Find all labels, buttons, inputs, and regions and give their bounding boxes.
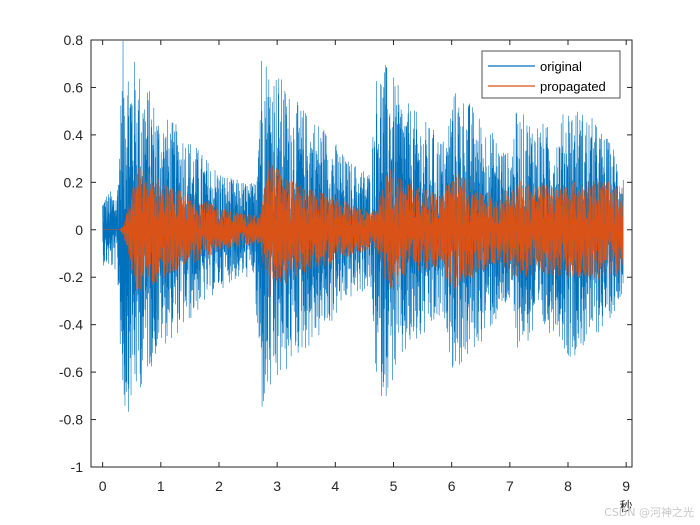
x-tick-label: 5 — [390, 478, 398, 494]
y-tick-label: 0.8 — [64, 32, 84, 48]
x-tick-label: 8 — [564, 478, 572, 494]
legend: original propagated — [481, 50, 621, 99]
x-tick-label: 9 — [622, 478, 630, 494]
legend-label-original: original — [540, 59, 582, 74]
series-original-line — [102, 40, 624, 412]
x-tick-label: 4 — [331, 478, 339, 494]
y-tick-label: 0.6 — [64, 79, 84, 95]
y-tick-label: -0.6 — [59, 364, 83, 380]
x-tick-label: 3 — [273, 478, 281, 494]
y-tick-label: -0.2 — [59, 269, 83, 285]
axis-layer: 0 1 2 3 4 5 6 7 8 9 0.8 0.6 0.4 0.2 0 -0.2 -0.4 -0.6 -0.8 -… — [59, 32, 632, 494]
legend-box — [481, 50, 621, 99]
x-tick-label: 0 — [99, 478, 107, 494]
x-axis-label: 秒 — [619, 500, 632, 515]
x-tick-label: 7 — [506, 478, 514, 494]
series-propagated-line — [102, 161, 624, 297]
x-tick-label: 1 — [157, 478, 165, 494]
y-tick-label: -1 — [71, 459, 84, 475]
y-tick-label: -0.8 — [59, 412, 83, 428]
plot-frame — [90, 39, 633, 468]
legend-label-propagated: propagated — [540, 79, 606, 94]
y-tick-label: -0.4 — [59, 317, 83, 333]
y-tick-label: 0.2 — [64, 174, 84, 190]
y-tick-label: 0.4 — [64, 127, 84, 143]
x-tick-label: 2 — [215, 478, 223, 494]
series-layer — [102, 40, 624, 412]
y-tick-label: 0 — [75, 222, 83, 238]
x-tick-label: 6 — [448, 478, 456, 494]
watermark: CSDN @河神之光 — [604, 505, 694, 519]
